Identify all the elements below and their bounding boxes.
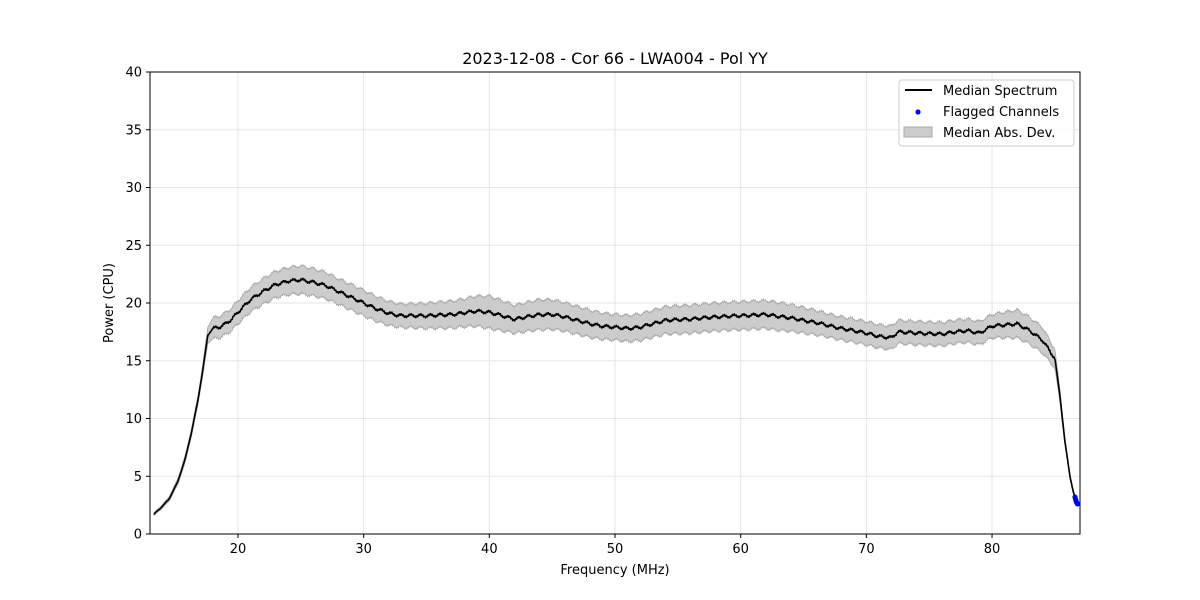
legend-flagged-marker <box>915 109 921 115</box>
y-axis-ticks: 0 5 10 15 20 25 30 35 40 <box>125 66 150 543</box>
median-spectrum-layer <box>153 277 1079 515</box>
chart-title: 2023-12-08 - Cor 66 - LWA004 - Pol YY <box>462 49 768 68</box>
flagged-channels-layer <box>1072 494 1081 507</box>
x-tick-label: 70 <box>858 542 875 557</box>
legend-flagged-label: Flagged Channels <box>943 105 1059 120</box>
x-tick-label: 80 <box>984 542 1001 557</box>
x-tick-label: 40 <box>481 542 498 557</box>
x-tick-label: 60 <box>732 542 749 557</box>
y-tick-label: 35 <box>125 123 142 138</box>
y-tick-label: 0 <box>134 528 142 543</box>
legend-mad-label: Median Abs. Dev. <box>943 126 1055 141</box>
x-tick-label: 50 <box>607 542 624 557</box>
flagged-channel-point <box>1074 501 1081 507</box>
x-axis-ticks: 20 30 40 50 60 70 80 <box>230 534 1001 557</box>
y-tick-label: 20 <box>125 297 142 312</box>
y-tick-label: 30 <box>125 181 142 196</box>
x-tick-label: 20 <box>230 542 247 557</box>
mad-band-layer <box>153 263 1078 517</box>
legend: Median Spectrum Flagged Channels Median … <box>898 79 1075 147</box>
y-tick-label: 15 <box>125 354 142 369</box>
legend-median-label: Median Spectrum <box>943 84 1057 99</box>
x-axis-label: Frequency (MHz) <box>560 563 669 578</box>
y-axis-label: Power (CPU) <box>102 263 117 343</box>
y-tick-label: 40 <box>125 66 142 81</box>
y-tick-label: 25 <box>125 239 142 254</box>
x-tick-label: 30 <box>355 542 372 557</box>
legend-box <box>898 79 1075 147</box>
mad-band <box>153 263 1078 517</box>
grid <box>150 71 1080 535</box>
y-tick-label: 10 <box>125 412 142 427</box>
legend-mad-swatch <box>903 126 933 138</box>
y-tick-label: 5 <box>134 470 142 485</box>
median-spectrum-line <box>153 277 1079 515</box>
